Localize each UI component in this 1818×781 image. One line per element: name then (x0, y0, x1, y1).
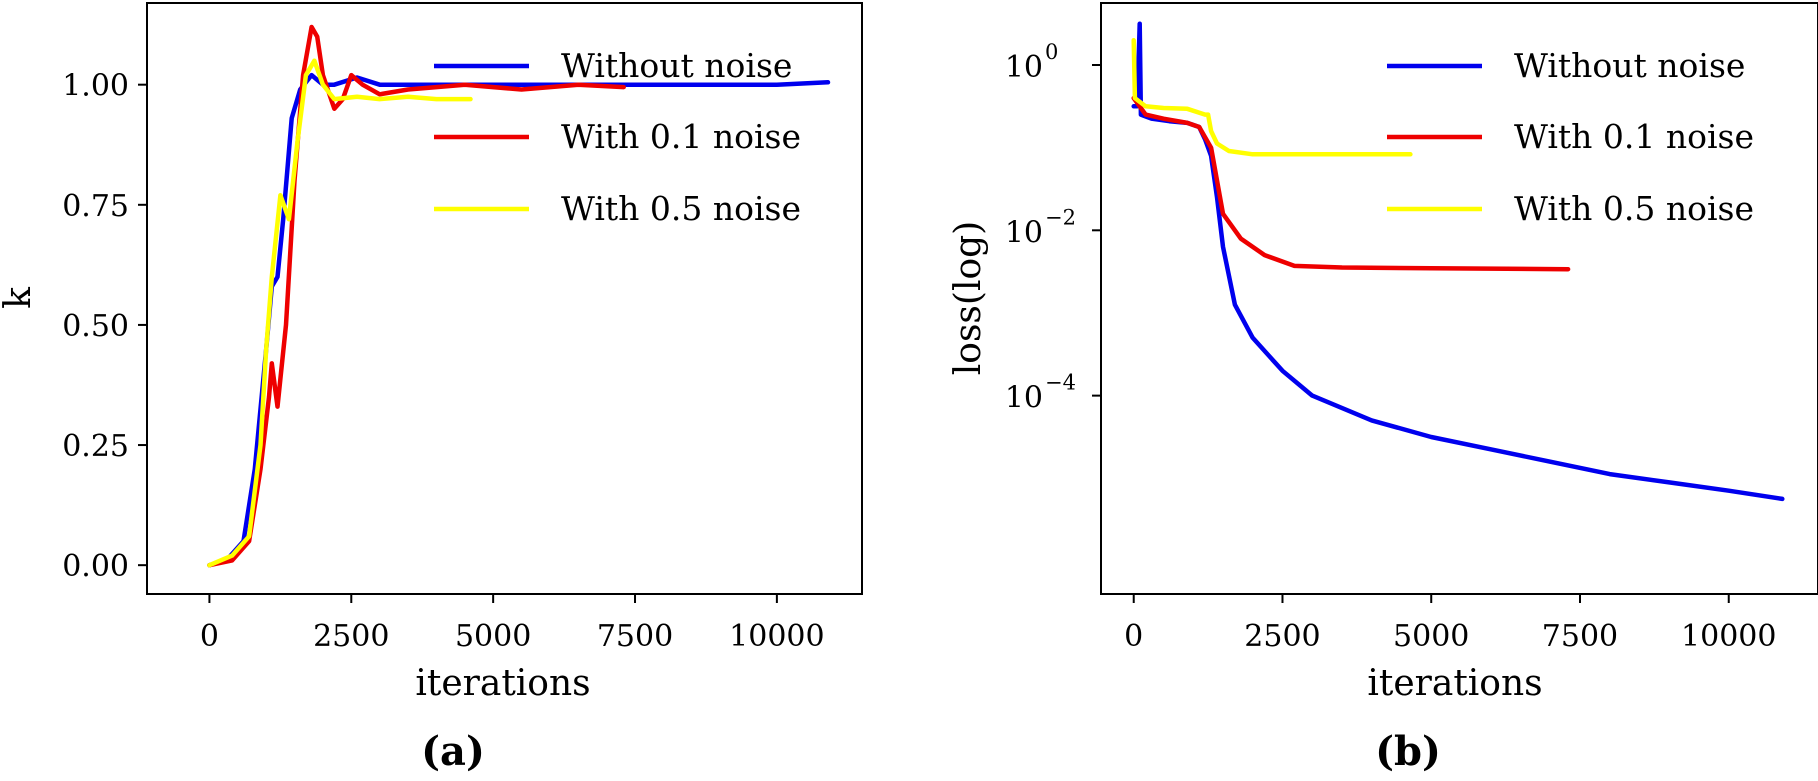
x-tick-label: 10000 (729, 619, 824, 654)
series-line-2 (207, 24, 626, 568)
axes-frame (146, 2, 863, 595)
legend-label-1: Without noise (1514, 46, 1745, 85)
y-tick-label: 1.00 (62, 69, 129, 104)
y-tick-label: 0.00 (62, 549, 129, 584)
x-axis-label: iterations (1367, 663, 1542, 704)
x-tick-label: 0 (1124, 619, 1143, 654)
y-tick-label: 10 (1005, 215, 1043, 250)
axes-frame (1100, 2, 1818, 595)
legend-label-3: With 0.5 noise (1514, 189, 1754, 228)
x-tick-label: 2500 (1244, 619, 1320, 654)
x-tick-label: 5000 (1393, 619, 1469, 654)
series-line-1 (1131, 21, 1785, 502)
y-tick-exponent: −2 (1045, 205, 1076, 229)
x-tick-label: 5000 (455, 619, 531, 654)
y-axis-label: k (0, 286, 39, 309)
y-axis-label: loss(log) (948, 221, 989, 375)
legend-label-2: With 0.1 noise (561, 117, 801, 156)
x-tick-label: 0 (200, 619, 219, 654)
x-tick-label: 7500 (1542, 619, 1618, 654)
panel-label: (a) (421, 728, 485, 775)
panel-a: 0 2500 5000 7500 10000 0.00 0.25 0.50 0.75 1.00 it… (0, 2, 863, 775)
series-line-2 (1131, 95, 1571, 272)
legend-label-1: Without noise (561, 46, 792, 85)
series-line-3 (1131, 37, 1413, 157)
x-tick-label: 2500 (313, 619, 389, 654)
x-axis-label: iterations (415, 663, 590, 704)
x-tick-label: 7500 (597, 619, 673, 654)
y-tick-label: 0.75 (62, 189, 129, 224)
y-tick-label: 10 (1005, 381, 1043, 416)
series-line-3 (207, 58, 473, 568)
series-lines (1131, 21, 1785, 502)
panel-label: (b) (1375, 728, 1441, 775)
legend-label-3: With 0.5 noise (561, 189, 801, 228)
legend-label-2: With 0.1 noise (1514, 117, 1754, 156)
y-tick-exponent: 0 (1045, 40, 1058, 64)
legend: Without noise With 0.1 noise With 0.5 nois… (1387, 46, 1754, 228)
legend: Without noise With 0.1 noise With 0.5 nois… (434, 46, 801, 228)
y-tick-exponent: −4 (1045, 371, 1076, 395)
y-tick-label: 0.25 (62, 429, 129, 464)
y-tick-label: 10 (1005, 50, 1043, 85)
x-tick-label: 10000 (1681, 619, 1776, 654)
y-tick-label: 0.50 (62, 309, 129, 344)
series-lines (207, 24, 831, 568)
